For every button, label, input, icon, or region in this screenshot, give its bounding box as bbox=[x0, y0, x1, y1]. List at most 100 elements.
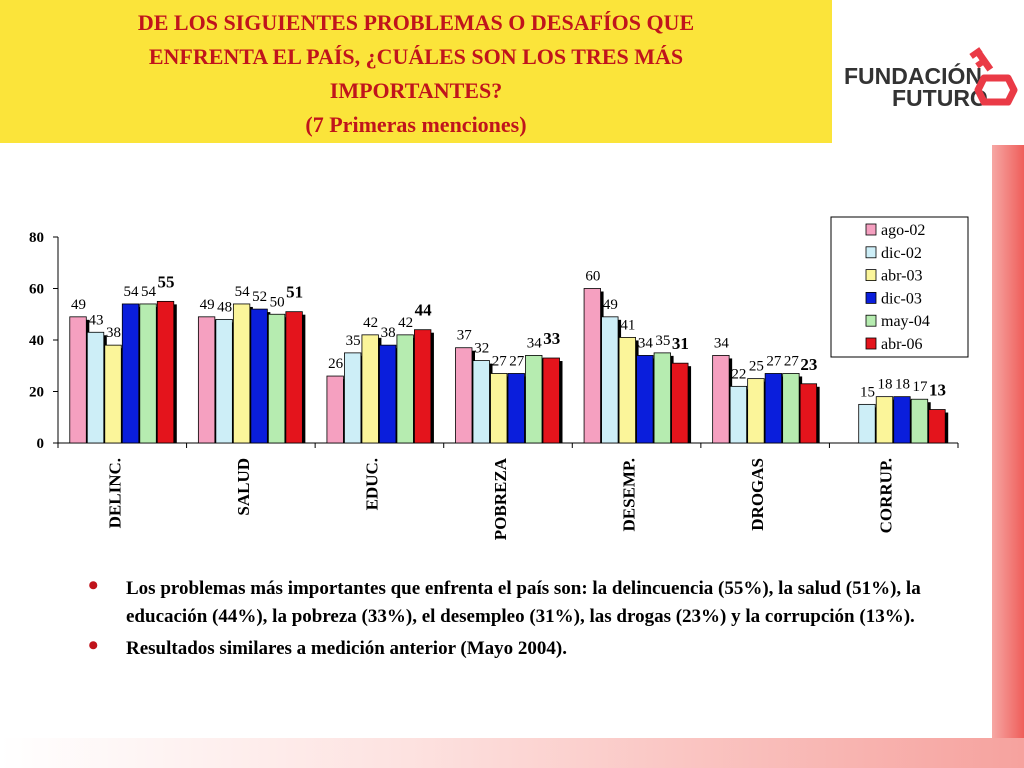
data-label: 54 bbox=[235, 284, 251, 300]
bar bbox=[285, 311, 303, 444]
data-label: 26 bbox=[328, 356, 344, 372]
data-label: 34 bbox=[527, 335, 543, 351]
data-label: 49 bbox=[71, 297, 86, 313]
y-tick-label: 80 bbox=[29, 230, 44, 246]
legend-label: ago-02 bbox=[881, 222, 925, 239]
bar bbox=[250, 308, 268, 444]
data-label: 32 bbox=[474, 341, 489, 357]
bar bbox=[799, 383, 818, 444]
data-label: 31 bbox=[672, 334, 689, 353]
data-label: 38 bbox=[381, 325, 396, 341]
data-label: 44 bbox=[415, 301, 433, 320]
category-label: CORRUP. bbox=[877, 458, 896, 533]
data-label: 35 bbox=[655, 333, 670, 349]
bar bbox=[396, 334, 414, 444]
bar bbox=[472, 360, 490, 444]
bar bbox=[712, 355, 730, 444]
category-label: DESEMP. bbox=[620, 458, 639, 532]
bar bbox=[414, 329, 432, 444]
bullet-text: Resultados similares a medición anterior… bbox=[126, 638, 568, 659]
bar bbox=[326, 375, 344, 444]
bar bbox=[69, 316, 87, 444]
data-label: 18 bbox=[895, 377, 910, 393]
subtitle: (7 Primeras menciones) bbox=[305, 112, 527, 137]
category-label: DROGAS bbox=[748, 458, 767, 531]
data-label: 35 bbox=[346, 333, 361, 349]
data-label: 27 bbox=[766, 353, 782, 369]
title-line: IMPORTANTES? bbox=[329, 78, 503, 103]
legend-label: abr-03 bbox=[881, 268, 922, 285]
data-label: 60 bbox=[585, 269, 600, 285]
data-label: 13 bbox=[929, 381, 946, 400]
data-label: 34 bbox=[638, 335, 654, 351]
title-line: ENFRENTA EL PAÍS, ¿CUÁLES SON LOS TRES M… bbox=[148, 44, 684, 69]
category-label: SALUD bbox=[234, 458, 253, 516]
bullet-item: • Los problemas más importantes que enfr… bbox=[88, 571, 928, 631]
bar bbox=[928, 409, 946, 444]
bar bbox=[215, 318, 233, 444]
bar bbox=[542, 357, 560, 444]
data-label: 51 bbox=[286, 283, 303, 302]
data-label: 41 bbox=[620, 317, 635, 333]
title-banner: DE LOS SIGUIENTES PROBLEMAS O DESAFÍOS Q… bbox=[0, 0, 832, 143]
data-label: 17 bbox=[912, 379, 928, 395]
y-tick-label: 40 bbox=[29, 333, 44, 349]
data-label: 49 bbox=[200, 297, 215, 313]
data-label: 25 bbox=[749, 359, 764, 375]
bar bbox=[858, 403, 876, 444]
decorative-side-strip bbox=[992, 145, 1024, 768]
data-label: 54 bbox=[124, 284, 140, 300]
bar bbox=[490, 373, 508, 444]
bar bbox=[86, 331, 105, 444]
bar bbox=[671, 362, 689, 444]
bar bbox=[875, 396, 894, 444]
data-label: 34 bbox=[714, 335, 730, 351]
bar bbox=[747, 378, 765, 444]
bar bbox=[636, 355, 654, 444]
bullet-list: • Los problemas más importantes que enfr… bbox=[88, 571, 928, 663]
bar bbox=[782, 373, 800, 444]
legend-box bbox=[830, 216, 969, 358]
data-label: 38 bbox=[106, 325, 121, 341]
bar bbox=[267, 313, 286, 444]
bar bbox=[729, 385, 748, 444]
data-label: 52 bbox=[252, 289, 267, 305]
logo-text-line1: FUNDACIÓN bbox=[844, 63, 982, 89]
title-line: DE LOS SIGUIENTES PROBLEMAS O DESAFÍOS Q… bbox=[137, 10, 695, 35]
category-label: DELINC. bbox=[105, 458, 124, 528]
legend-label: abr-06 bbox=[881, 336, 922, 353]
legend-swatch bbox=[865, 223, 877, 236]
bar bbox=[344, 352, 362, 444]
bar bbox=[139, 303, 157, 444]
bar bbox=[764, 373, 783, 444]
bullet-dot: • bbox=[88, 629, 99, 662]
category-label: EDUC. bbox=[362, 458, 381, 510]
data-label: 23 bbox=[800, 355, 817, 374]
bar bbox=[197, 316, 216, 444]
data-label: 55 bbox=[158, 272, 175, 291]
bar bbox=[156, 300, 175, 444]
bar bbox=[121, 303, 140, 444]
data-label: 37 bbox=[457, 328, 473, 344]
y-tick-label: 0 bbox=[37, 436, 45, 452]
decorative-bottom-strip bbox=[0, 738, 1024, 768]
data-label: 18 bbox=[877, 377, 892, 393]
bar bbox=[583, 288, 601, 444]
bar bbox=[653, 352, 671, 444]
bar bbox=[507, 373, 525, 444]
data-label: 50 bbox=[270, 294, 285, 310]
legend-label: dic-02 bbox=[881, 245, 922, 262]
data-label: 22 bbox=[731, 366, 746, 382]
bar bbox=[361, 334, 379, 444]
logo-text-line2: FUTURO bbox=[892, 85, 988, 111]
legend-swatch bbox=[865, 314, 877, 327]
bar bbox=[910, 398, 929, 444]
data-label: 43 bbox=[89, 312, 104, 328]
bullet-text: Los problemas más importantes que enfren… bbox=[126, 578, 921, 627]
legend-swatch bbox=[865, 246, 877, 259]
data-label: 42 bbox=[398, 315, 413, 331]
legend-label: dic-03 bbox=[881, 290, 922, 307]
legend-swatch bbox=[865, 269, 877, 282]
data-label: 48 bbox=[217, 299, 232, 315]
bar bbox=[104, 344, 122, 444]
